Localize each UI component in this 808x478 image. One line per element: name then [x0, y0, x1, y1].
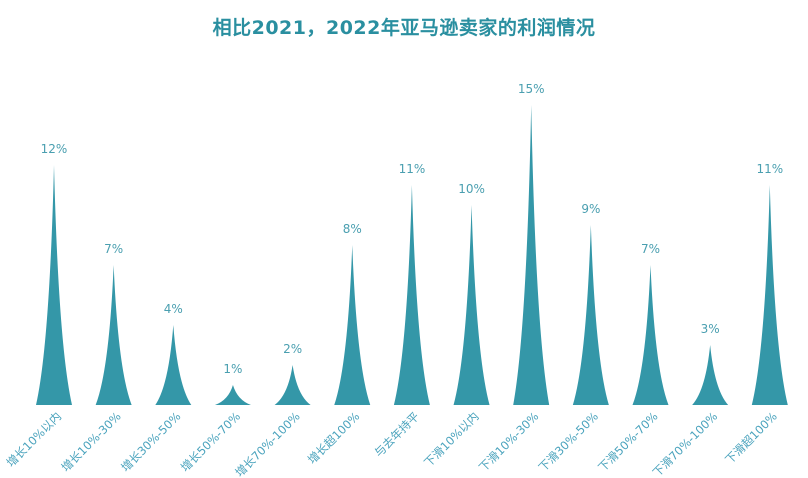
bar: [393, 185, 430, 405]
value-label: 4%: [164, 302, 183, 316]
chart-title: 相比2021，2022年亚马逊卖家的利润情况: [212, 17, 596, 39]
bar: [572, 225, 609, 405]
category-label: 增长30%-50%: [118, 409, 183, 474]
bar: [36, 165, 72, 405]
category-label: 下滑超100%: [722, 409, 780, 467]
value-label: 2%: [283, 342, 302, 356]
category-axis-labels: 增长10%以内增长10%-30%增长30%-50%增长50%-70%增长70%-…: [4, 409, 780, 478]
value-label: 3%: [701, 322, 720, 336]
category-label: 下滑30%-50%: [536, 409, 601, 474]
category-label: 下滑10%以内: [421, 409, 482, 470]
value-label: 11%: [399, 162, 426, 176]
value-label: 8%: [343, 222, 362, 236]
bar-series: [36, 105, 788, 405]
bar: [95, 265, 132, 405]
value-label: 1%: [223, 362, 242, 376]
value-label: 12%: [41, 142, 68, 156]
value-label: 15%: [518, 82, 545, 96]
bar: [692, 345, 729, 405]
category-label: 与去年持平: [371, 409, 422, 460]
bar: [453, 205, 490, 405]
value-label: 7%: [641, 242, 660, 256]
bar: [274, 365, 311, 405]
category-label: 下滑50%-70%: [595, 409, 660, 474]
bar: [155, 325, 192, 405]
category-label: 增长10%以内: [4, 409, 65, 470]
category-label: 增长超100%: [305, 409, 363, 467]
category-label: 下滑70%-100%: [650, 409, 720, 478]
category-label: 增长10%-30%: [59, 409, 124, 474]
value-label: 11%: [756, 162, 783, 176]
category-label: 增长70%-100%: [232, 409, 302, 478]
value-label: 9%: [581, 202, 600, 216]
bar: [214, 385, 251, 405]
value-label: 7%: [104, 242, 123, 256]
bar: [632, 265, 669, 405]
bar: [334, 245, 371, 405]
value-label: 10%: [458, 182, 485, 196]
category-label: 增长50%-70%: [178, 409, 243, 474]
bar: [513, 105, 550, 405]
bar: [751, 185, 788, 405]
category-label: 下滑10%-30%: [476, 409, 541, 474]
value-labels: 12% 7% 4% 1% 2% 8% 11% 10% 15% 9% 7% 3% 11%: [41, 82, 783, 376]
